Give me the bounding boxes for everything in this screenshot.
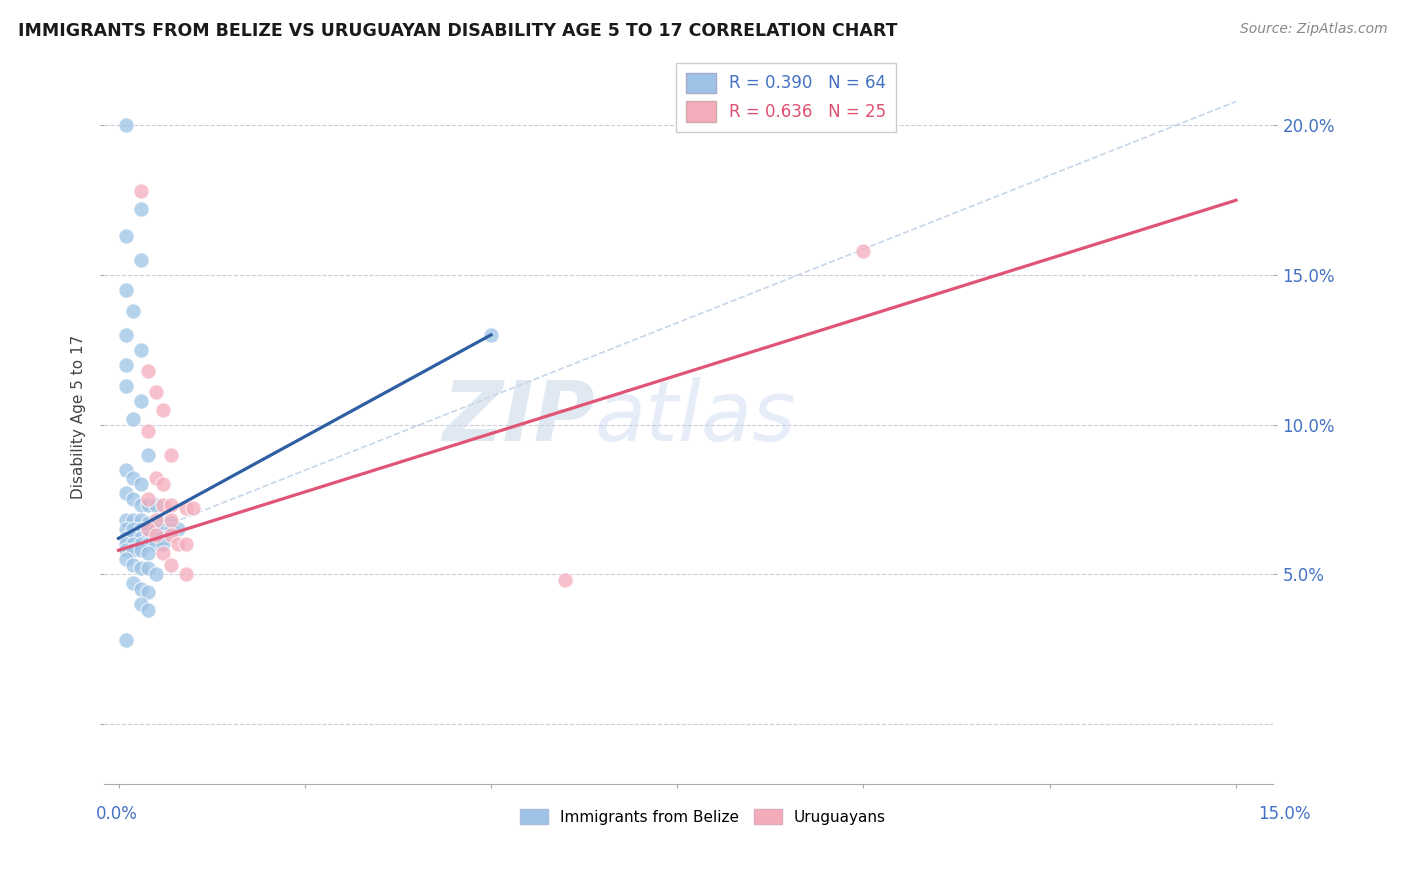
Point (174, 537, 197, 551)
Text: IMMIGRANTS FROM BELIZE VS URUGUAYAN DISABILITY AGE 5 TO 17 CORRELATION CHART: IMMIGRANTS FROM BELIZE VS URUGUAYAN DISA… (18, 22, 898, 40)
Point (145, 522, 167, 536)
Point (479, 327, 502, 342)
Point (145, 499, 167, 513)
Point (129, 393, 152, 408)
Point (174, 567, 197, 582)
Point (136, 499, 159, 513)
Text: 15.0%: 15.0% (1258, 805, 1310, 822)
Text: 0.0%: 0.0% (96, 805, 138, 822)
Point (136, 561, 159, 575)
Point (122, 543, 145, 558)
Point (136, 516, 159, 531)
Point (129, 477, 152, 491)
Point (129, 597, 152, 611)
Point (115, 119, 138, 133)
Point (115, 327, 138, 342)
Point (152, 537, 174, 551)
Point (115, 633, 138, 648)
Point (152, 477, 174, 491)
Point (115, 513, 138, 527)
Point (167, 522, 190, 536)
Point (174, 501, 197, 516)
Point (136, 522, 159, 536)
Point (129, 522, 152, 536)
Point (115, 358, 138, 372)
Point (122, 531, 145, 545)
Point (145, 516, 167, 531)
Legend: Immigrants from Belize, Uruguayans: Immigrants from Belize, Uruguayans (515, 803, 891, 830)
Point (122, 513, 145, 527)
Point (122, 492, 145, 507)
Point (115, 378, 138, 392)
Point (129, 561, 152, 575)
Point (115, 552, 138, 566)
Text: Source: ZipAtlas.com: Source: ZipAtlas.com (1240, 22, 1388, 37)
Text: atlas: atlas (595, 376, 796, 458)
Point (129, 253, 152, 268)
Point (145, 567, 167, 582)
Point (129, 202, 152, 217)
Point (152, 546, 174, 560)
Point (122, 522, 145, 536)
Legend: R = 0.390   N = 64, R = 0.636   N = 25: R = 0.390 N = 64, R = 0.636 N = 25 (676, 62, 897, 132)
Point (136, 546, 159, 560)
Point (554, 573, 576, 587)
Point (159, 522, 181, 536)
Point (152, 522, 174, 536)
Point (145, 471, 167, 485)
Point (129, 499, 152, 513)
Point (115, 229, 138, 244)
Point (145, 513, 167, 527)
Point (115, 531, 138, 545)
Y-axis label: Disability Age 5 to 17: Disability Age 5 to 17 (72, 335, 86, 500)
Point (136, 492, 159, 507)
Point (115, 283, 138, 297)
Point (152, 499, 174, 513)
Point (136, 531, 159, 545)
Point (115, 522, 138, 536)
Point (159, 448, 181, 462)
Point (136, 448, 159, 462)
Point (145, 537, 167, 551)
Point (136, 585, 159, 599)
Point (115, 537, 138, 551)
Point (159, 499, 181, 513)
Point (129, 513, 152, 527)
Point (129, 343, 152, 357)
Point (136, 364, 159, 378)
Point (159, 513, 181, 527)
Point (181, 501, 204, 516)
Point (152, 531, 174, 545)
Point (115, 486, 138, 500)
Point (122, 558, 145, 573)
Point (129, 582, 152, 597)
Point (122, 411, 145, 425)
Point (122, 304, 145, 318)
Point (136, 424, 159, 438)
Point (145, 384, 167, 399)
Point (122, 576, 145, 591)
Point (145, 531, 167, 545)
Point (129, 543, 152, 558)
Point (136, 603, 159, 617)
Point (852, 244, 875, 259)
Point (122, 537, 145, 551)
Point (136, 522, 159, 536)
Point (167, 537, 190, 551)
Point (152, 402, 174, 417)
Point (159, 528, 181, 542)
Text: ZIP: ZIP (443, 376, 595, 458)
Point (115, 543, 138, 558)
Point (115, 462, 138, 476)
Point (129, 184, 152, 198)
Point (145, 528, 167, 542)
Point (136, 537, 159, 551)
Point (129, 531, 152, 545)
Point (159, 516, 181, 531)
Point (129, 537, 152, 551)
Point (159, 558, 181, 573)
Point (152, 516, 174, 531)
Point (122, 471, 145, 485)
